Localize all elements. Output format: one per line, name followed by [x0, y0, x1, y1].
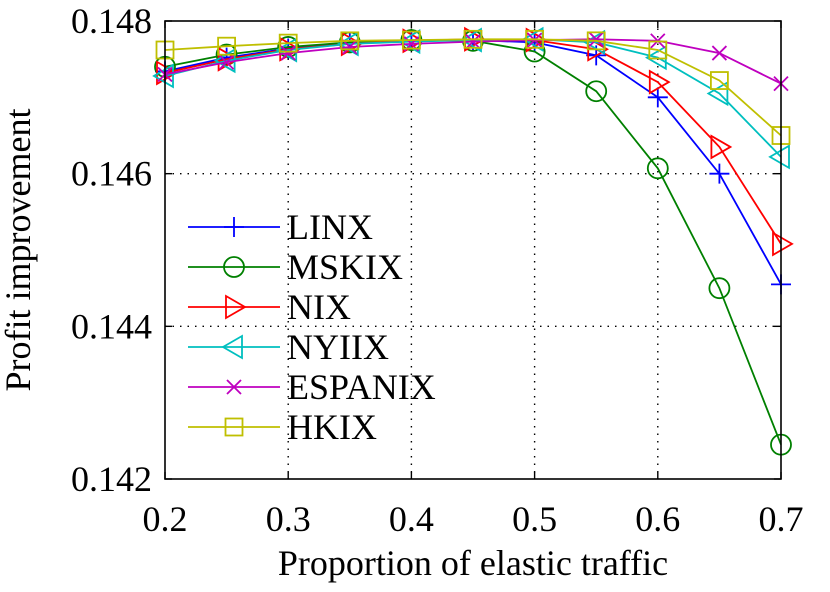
data-point-espanix: [342, 39, 358, 55]
legend-label: HKIX: [287, 407, 377, 447]
data-point-hkix: [586, 31, 606, 51]
data-point-linx: [709, 163, 730, 184]
legend-marker: [225, 294, 247, 320]
series-nix: [156, 26, 794, 257]
legend-entry-nix: NIX: [188, 287, 351, 327]
series-linx: [155, 30, 791, 295]
data-point-mskix: [708, 277, 731, 300]
data-point-espanix: [218, 54, 235, 70]
data-point-nyiix: [706, 80, 729, 107]
data-point-hkix: [648, 40, 668, 60]
data-point-linx: [647, 87, 668, 108]
y-axis-title: Profit improvement: [0, 109, 38, 392]
data-point-nyiix: [152, 63, 174, 89]
data-point-hkix: [217, 36, 237, 56]
legend-label: NIX: [287, 287, 351, 327]
legend-label: ESPANIX: [287, 367, 436, 407]
legend-entry-mskix: MSKIX: [188, 247, 403, 287]
data-point-nix: [710, 134, 733, 160]
data-point-espanix: [588, 31, 604, 47]
x-tick-label: 0.5: [512, 499, 557, 539]
y-tick-label: 0.142: [71, 459, 152, 499]
legend-label: NYIIX: [287, 327, 389, 367]
data-point-hkix: [340, 31, 360, 51]
data-point-hkix: [463, 29, 483, 49]
legend-entry-nyiix: NYIIX: [188, 327, 389, 367]
y-axis-ticks: 0.142 0.144 0.146 0.148: [71, 1, 781, 499]
legend-entry-espanix: ESPANIX: [188, 367, 436, 407]
series-nyiix: [152, 26, 790, 170]
series-mskix: [154, 29, 792, 456]
plot-series: [152, 26, 794, 456]
series-line-mskix: [164, 39, 782, 445]
data-point-espanix: [280, 45, 296, 61]
legend-marker: [221, 334, 243, 360]
plot-frame: [164, 20, 782, 480]
x-tick-label: 0.6: [635, 499, 680, 539]
legend-label: LINX: [287, 207, 373, 247]
data-point-nyiix: [768, 144, 790, 170]
series-line-hkix: [164, 38, 782, 137]
x-tick-label: 0.2: [143, 499, 188, 539]
series-espanix: [157, 31, 789, 92]
legend-marker: [226, 379, 242, 395]
y-tick-label: 0.144: [71, 306, 152, 346]
y-tick-label: 0.148: [71, 1, 152, 41]
x-axis-title: Proportion of elastic traffic: [278, 543, 668, 583]
x-axis-ticks: 0.2 0.3 0.4 0.5 0.6 0.7: [143, 21, 804, 539]
legend-marker: [224, 417, 244, 437]
x-tick-label: 0.4: [389, 499, 434, 539]
legend-entry-linx: LINX: [188, 207, 373, 247]
data-point-mskix: [646, 157, 669, 180]
data-point-espanix: [711, 45, 728, 61]
data-point-nix: [648, 69, 671, 95]
x-tick-label: 0.3: [266, 499, 311, 539]
legend-label: MSKIX: [287, 247, 403, 287]
data-point-nix: [772, 231, 794, 257]
legend-marker: [224, 217, 244, 237]
data-point-hkix: [401, 30, 421, 50]
data-point-hkix: [710, 71, 729, 90]
series-line-nix: [164, 38, 782, 245]
data-point-hkix: [525, 29, 544, 49]
data-point-espanix: [465, 33, 481, 50]
legend-entry-hkix: HKIX: [188, 407, 377, 447]
data-point-mskix: [523, 40, 546, 63]
legend-marker: [223, 256, 245, 278]
data-point-mskix: [585, 80, 608, 103]
data-point-nix: [156, 60, 178, 86]
y-tick-label: 0.146: [71, 154, 152, 194]
data-point-hkix: [278, 33, 298, 53]
grid-lines: [165, 21, 781, 479]
series-line-linx: [164, 39, 782, 285]
x-tick-label: 0.7: [759, 499, 804, 539]
